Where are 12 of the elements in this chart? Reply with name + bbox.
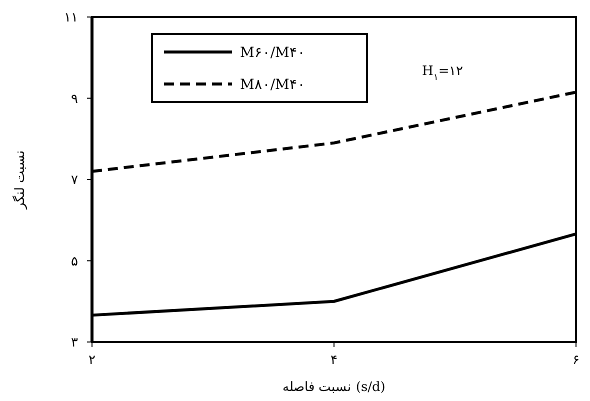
y-tick-label: ۳ (71, 336, 78, 351)
y-axis-title: نسبت لنگر (12, 150, 28, 210)
legend-label: M۸۰/M۴۰ (240, 76, 306, 93)
x-tick-label: ۶ (572, 353, 580, 368)
x-tick-label: ۴ (330, 353, 338, 368)
y-tick-label: ۵ (71, 254, 78, 270)
y-tick-label: ۷ (71, 173, 78, 188)
x-axis-title: نسبت فاصله (s/d) (282, 380, 386, 395)
legend-label: M۶۰/M۴۰ (240, 44, 306, 61)
x-tick-label: ۲ (88, 353, 96, 368)
y-tick-label: ۱۱ (64, 10, 78, 26)
y-tick-label: ۹ (71, 92, 78, 107)
